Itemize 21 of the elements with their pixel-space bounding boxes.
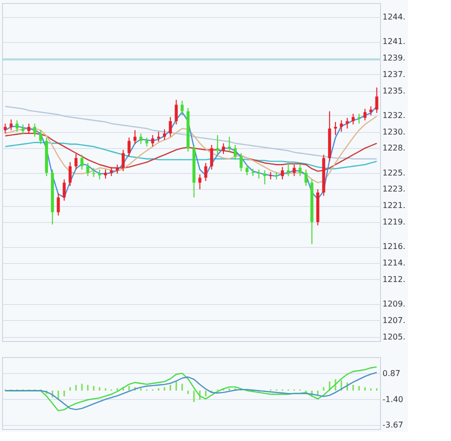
y-tick-label: 1230. (382, 127, 406, 136)
y-tick-label: 1221. (382, 201, 406, 210)
y-tick-label: 1223. (382, 184, 406, 194)
y-tick-label: 1239. (382, 53, 406, 62)
y-tick-label: 1228. (382, 144, 406, 153)
y-tick-label: 1244. (382, 12, 406, 22)
y-tick-label: 1232. (382, 110, 406, 120)
y-tick-label: 1205. (382, 332, 406, 342)
y-tick-label: 1219. (382, 218, 406, 227)
y-tick-label: 0.87 (382, 368, 400, 378)
y-tick-label: 1209. (382, 300, 406, 309)
y-tick-label: 1214. (382, 258, 406, 268)
y-tick-label: 1225. (382, 168, 406, 178)
y-tick-label: 1212. (382, 274, 406, 284)
y-tick-label: 1237. (382, 70, 406, 79)
y-tick-label: 1207. (382, 316, 406, 325)
y-tick-label: -1.40 (382, 394, 404, 404)
y-tick-label: -3.67 (382, 420, 404, 430)
y-tick-label: 1241. (382, 37, 406, 46)
y-tick-label: 1235. (382, 86, 406, 96)
y-tick-label: 1216. (382, 242, 406, 252)
